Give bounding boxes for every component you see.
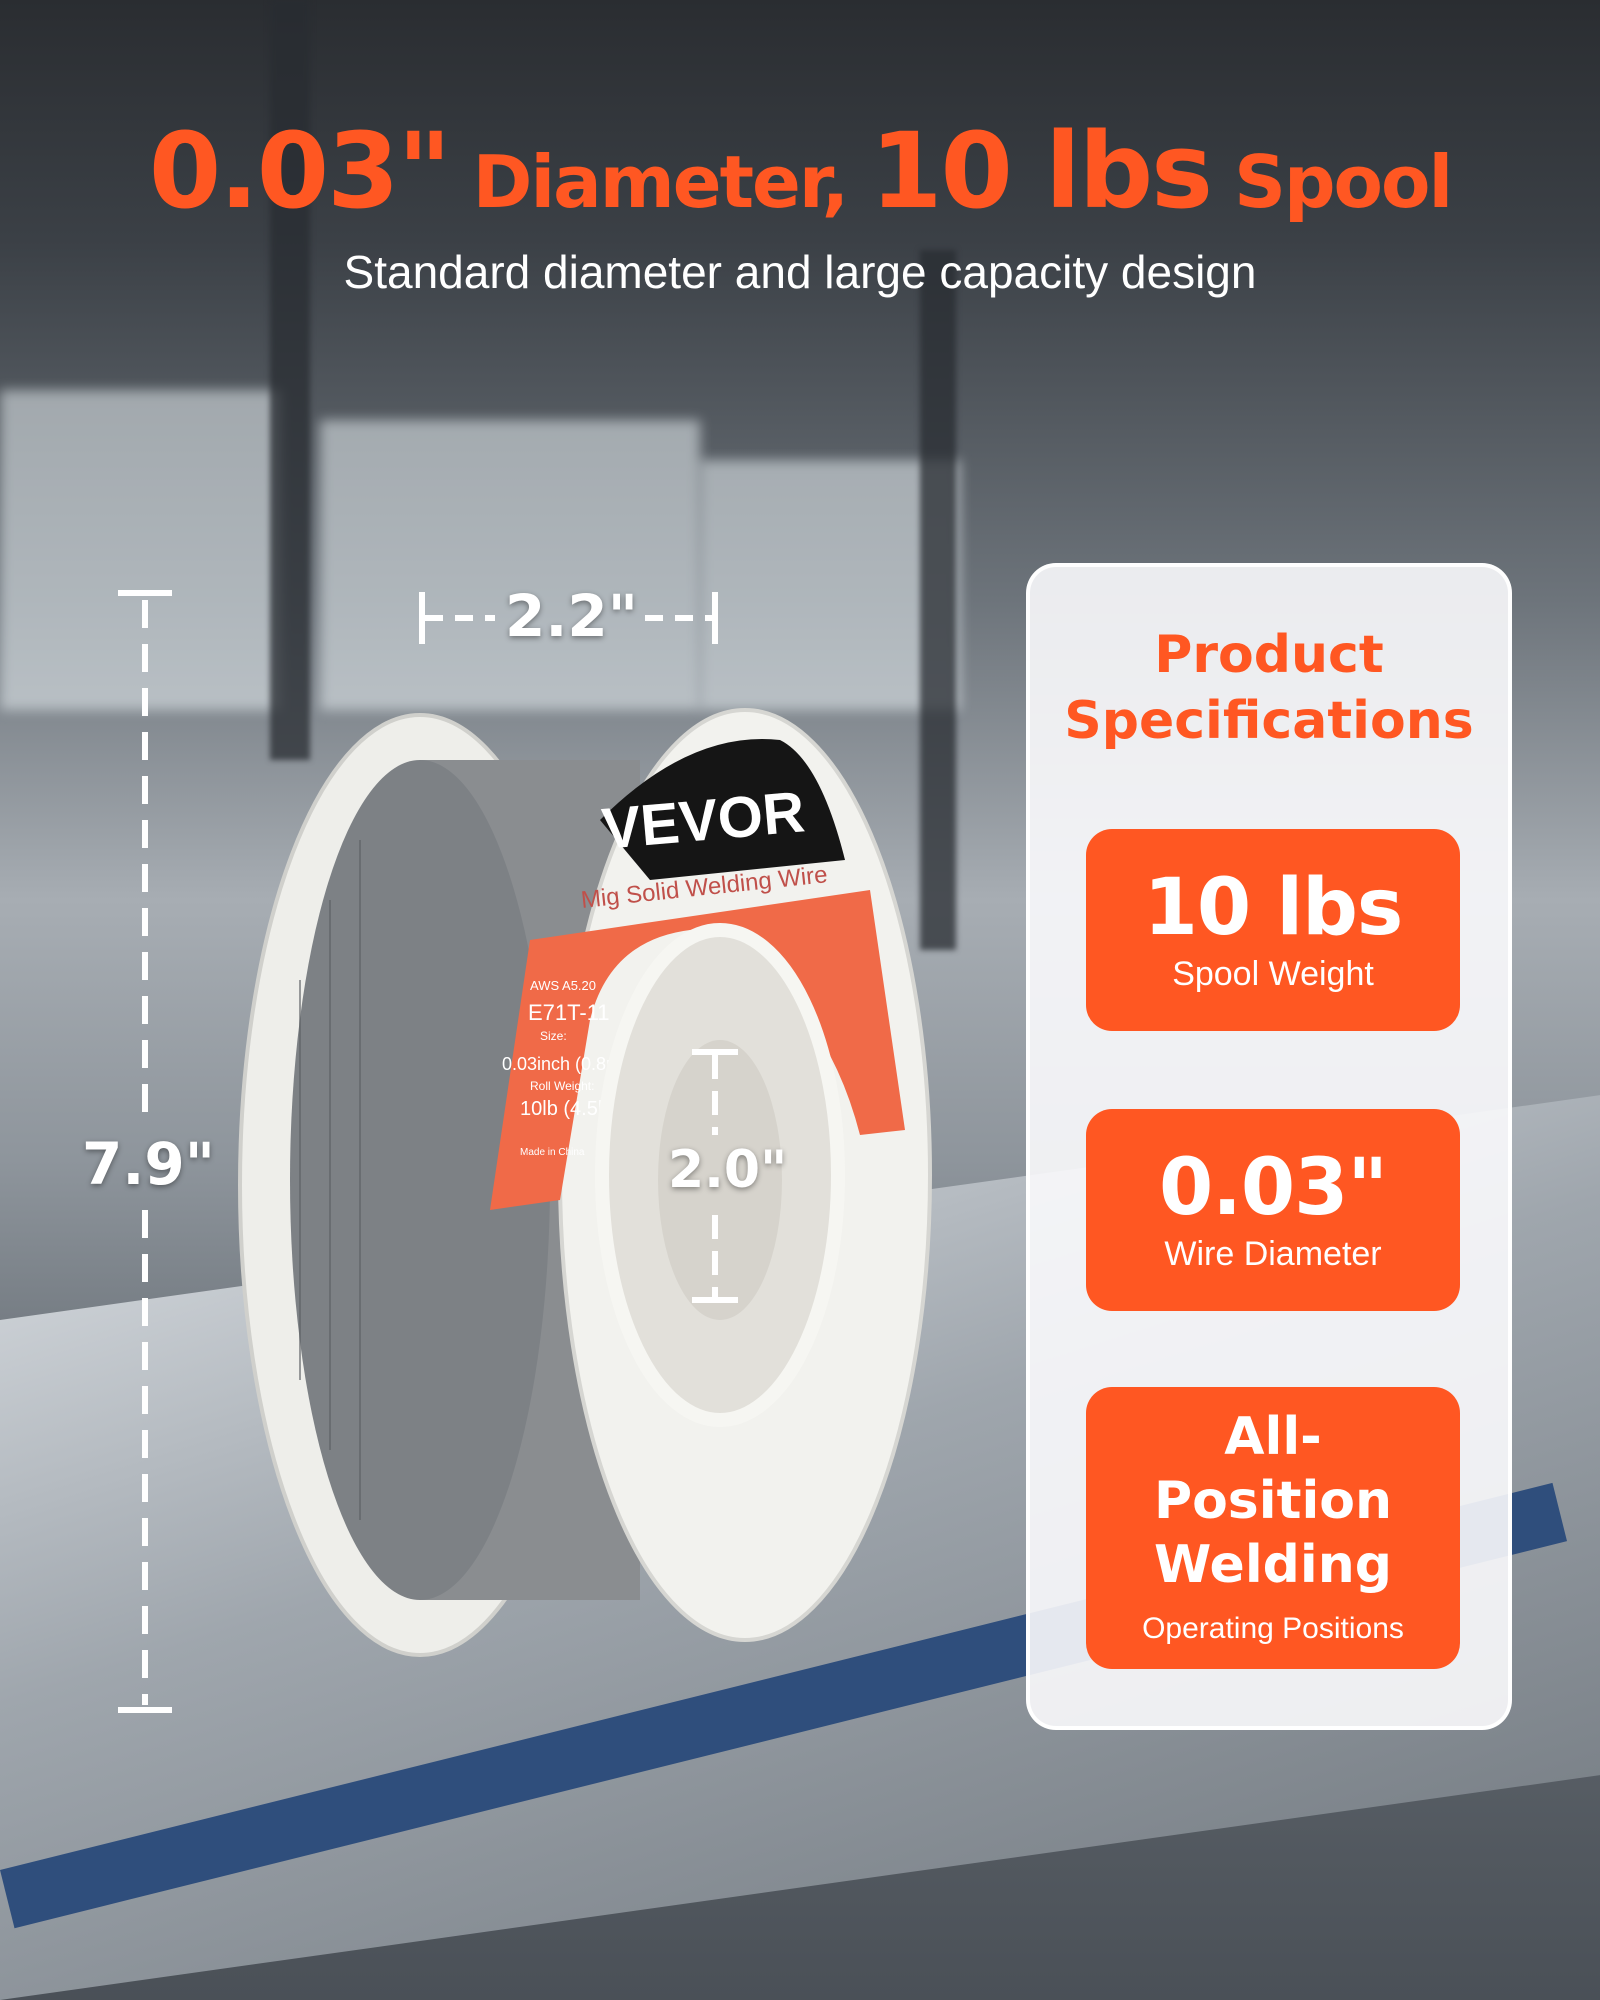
spool-label-orange [490, 890, 905, 1210]
background-window [700, 460, 960, 710]
spec-label: Operating Positions [1142, 1612, 1404, 1645]
spec-value: 10 lbs [1143, 863, 1404, 953]
inner-dimension-label: 2.0" [668, 1140, 788, 1200]
spool-made: Made in China [520, 1147, 585, 1158]
headline-diameter: 0.03" [148, 110, 452, 232]
spec-wire-diameter: 0.03" Wire Diameter [1086, 1109, 1460, 1311]
height-dimension-line [118, 590, 172, 1713]
spool-standard: AWS A5.20 [530, 978, 596, 993]
headline: 0.03" Diameter, 10 lbs Spool [0, 110, 1600, 232]
background-pillar [270, 0, 310, 760]
height-dimension-label: 7.9" [82, 1130, 215, 1198]
spec-label: Spool Weight [1172, 955, 1374, 993]
spec-operating-positions: All-Position Welding Operating Positions [1086, 1387, 1460, 1669]
wire-coil-lines [299, 840, 361, 1520]
headline-weight: 10 lbs [870, 110, 1213, 232]
headline-text: Diameter, [449, 140, 871, 224]
spec-label: Wire Diameter [1164, 1235, 1382, 1273]
background-pillar [920, 250, 956, 950]
width-dimension-label: 2.2" [505, 582, 638, 650]
spool-size-label: Size: [540, 1029, 567, 1043]
spool-class: E71T-11 [528, 1000, 610, 1025]
spec-value: All-Position Welding [1153, 1407, 1393, 1595]
background-window [320, 420, 700, 710]
background-window [0, 390, 280, 710]
spec-spool-weight: 10 lbs Spool Weight [1086, 829, 1460, 1031]
width-dimension-line [419, 592, 718, 644]
subtitle: Standard diameter and large capacity des… [343, 246, 1257, 298]
spool-weight-label: Roll Weight: [530, 1079, 594, 1093]
wire-coil-side [290, 760, 550, 1600]
spec-title: Product Specifications [1064, 625, 1474, 751]
spool-hub-inner [658, 1040, 782, 1320]
headline-text: Spool [1211, 140, 1453, 224]
inner-dimension-line [692, 1049, 738, 1303]
spool-label-black [600, 739, 845, 880]
spec-value: 0.03" [1158, 1143, 1388, 1233]
spec-card: Product Specifications 10 lbs Spool Weig… [1026, 563, 1512, 1730]
